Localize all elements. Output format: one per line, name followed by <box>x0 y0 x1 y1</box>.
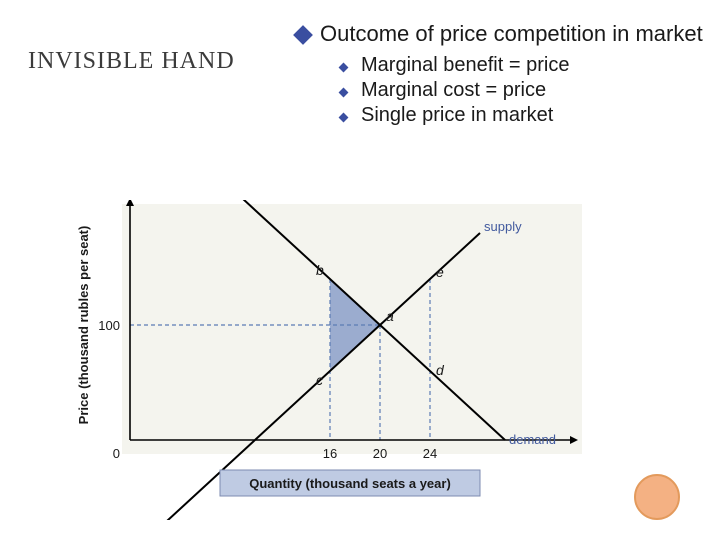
svg-text:Quantity (thousand seats a yea: Quantity (thousand seats a year) <box>249 476 451 491</box>
diamond-bullet-icon <box>293 25 313 45</box>
main-bullet: Outcome of price competition in market <box>296 20 706 48</box>
svg-text:demand: demand <box>509 432 556 447</box>
svg-text:d: d <box>436 362 445 378</box>
svg-text:20: 20 <box>373 446 387 461</box>
supply-demand-chart: a b c d e supply demand 100 0 16 20 24 Price (thousa… <box>60 200 610 530</box>
svg-text:100: 100 <box>98 318 120 333</box>
sub-bullet: Marginal benefit = price <box>340 54 706 77</box>
sub-bullet-text: Marginal cost = price <box>361 79 546 102</box>
decor-circle-icon <box>634 474 680 520</box>
svg-text:a: a <box>386 308 394 324</box>
content-block: Outcome of price competition in market M… <box>296 20 706 129</box>
sub-bullet-text: Marginal benefit = price <box>361 54 569 77</box>
svg-text:e: e <box>436 264 444 280</box>
small-diamond-icon <box>339 112 349 122</box>
sub-bullet-text: Single price in market <box>361 104 553 127</box>
svg-text:c: c <box>316 372 323 388</box>
svg-text:0: 0 <box>113 446 120 461</box>
small-diamond-icon <box>339 87 349 97</box>
main-bullet-text: Outcome of price competition in market <box>320 20 703 48</box>
svg-text:Price (thousand rubles per sea: Price (thousand rubles per seat) <box>76 226 91 425</box>
svg-text:24: 24 <box>423 446 437 461</box>
sub-bullet: Single price in market <box>340 104 706 127</box>
svg-text:16: 16 <box>323 446 337 461</box>
svg-text:b: b <box>316 262 324 278</box>
sub-bullet-list: Marginal benefit = price Marginal cost =… <box>340 54 706 127</box>
small-diamond-icon <box>339 62 349 72</box>
slide-title: INVISIBLE HAND <box>28 48 235 75</box>
chart-svg: a b c d e supply demand 100 0 16 20 24 Price (thousa… <box>60 200 600 520</box>
sub-bullet: Marginal cost = price <box>340 79 706 102</box>
svg-text:supply: supply <box>484 219 522 234</box>
